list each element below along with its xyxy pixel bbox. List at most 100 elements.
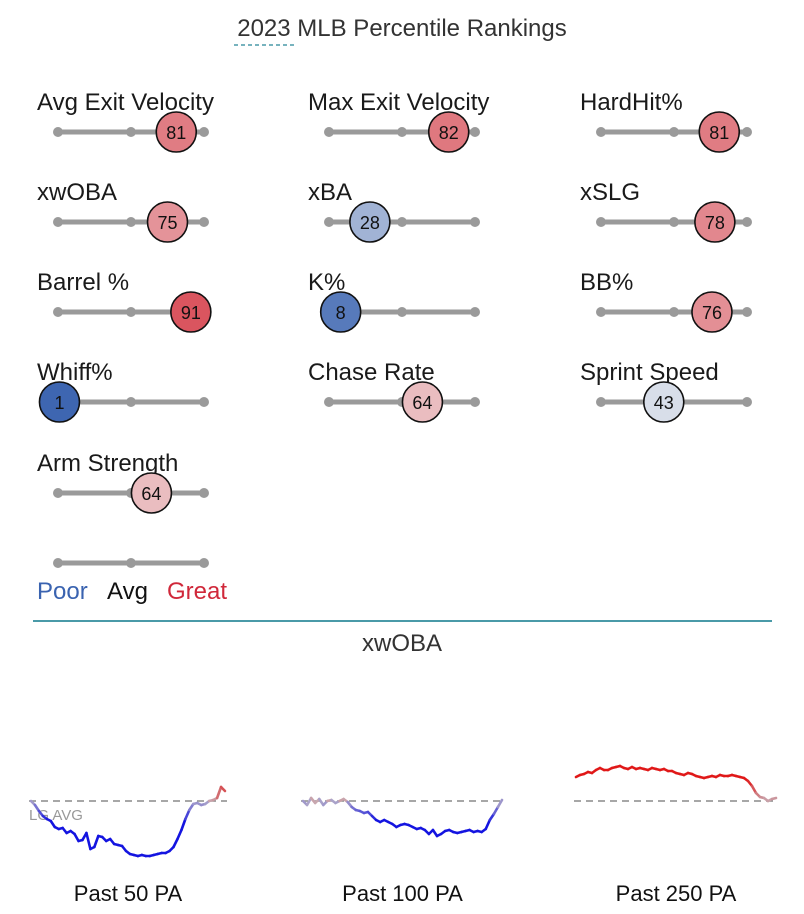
- track-dot: [199, 127, 209, 137]
- percentile-value: 78: [705, 213, 725, 233]
- metric-label: Barrel %: [37, 269, 129, 296]
- xwoba-segment: [215, 785, 223, 800]
- track-dot: [669, 127, 679, 137]
- legend-avg: Avg: [107, 578, 148, 605]
- rolling-chart-1: LG AVG Past 50 PA: [29, 785, 227, 906]
- track-dot: [596, 217, 606, 227]
- track-dot: [596, 127, 606, 137]
- metric-hardhit: HardHit% 81: [580, 89, 752, 153]
- chart-title: 2023 MLB Percentile Rankings: [237, 15, 567, 42]
- track-dot: [53, 217, 63, 227]
- track-dot: [669, 217, 679, 227]
- track-dot: [53, 307, 63, 317]
- track-dot: [53, 488, 63, 498]
- legend-dot-mid: [126, 558, 136, 568]
- track-dot: [470, 217, 480, 227]
- xwoba-segment: [85, 831, 92, 851]
- metric-label: xSLG: [580, 179, 640, 206]
- track-dot: [324, 127, 334, 137]
- track-dot: [596, 307, 606, 317]
- track-dot: [596, 397, 606, 407]
- track-dot: [742, 127, 752, 137]
- percentile-value: 76: [702, 303, 722, 323]
- track-dot: [397, 307, 407, 317]
- track-dot: [397, 217, 407, 227]
- percentile-value: 28: [360, 213, 380, 233]
- xwoba-segment: [219, 785, 227, 793]
- track-dot: [126, 397, 136, 407]
- legend-dot-high: [199, 558, 209, 568]
- xwoba-segment: [184, 808, 191, 821]
- percentile-value: 43: [654, 393, 674, 413]
- legend-dot-low: [53, 558, 63, 568]
- metric-label: xwOBA: [37, 179, 117, 206]
- legend: Poor Avg Great: [37, 558, 227, 605]
- percentile-value: 81: [709, 123, 729, 143]
- xwoba-segment: [492, 805, 500, 816]
- metric-barrel: Barrel % 91: [37, 269, 212, 333]
- track-dot: [470, 127, 480, 137]
- legend-poor: Poor: [37, 578, 88, 605]
- track-dot: [742, 307, 752, 317]
- metric-xwoba: xwOBA 75: [37, 179, 209, 243]
- percentile-value: 82: [439, 123, 459, 143]
- track-dot: [199, 397, 209, 407]
- percentile-marker: [694, 201, 736, 243]
- xwoba-segment: [770, 796, 778, 801]
- percentile-marker: [38, 381, 81, 423]
- rolling-charts: LG AVG Past 50 PA Past 100 PA Past 250 PA: [29, 764, 778, 906]
- xwoba-segment: [93, 834, 100, 849]
- track-dot: [742, 397, 752, 407]
- track-dot: [199, 488, 209, 498]
- rolling-chart-2: Past 100 PA: [301, 796, 504, 906]
- metric-max-exit-velocity: Max Exit Velocity 82: [308, 89, 489, 153]
- xwoba-segment: [496, 798, 504, 809]
- xwoba-segment: [180, 817, 187, 832]
- metric-label: Sprint Speed: [580, 359, 719, 386]
- metric-k: K%8: [308, 269, 480, 333]
- window-label: Past 250 PA: [616, 881, 737, 906]
- track-dot: [742, 217, 752, 227]
- metric-label: Chase Rate: [308, 359, 435, 386]
- percentile-value: 81: [166, 123, 186, 143]
- track-dot: [470, 307, 480, 317]
- percentile-marker: [349, 201, 391, 243]
- percentile-marker: [146, 201, 189, 243]
- track-dot: [126, 217, 136, 227]
- percentile-marker: [130, 472, 173, 514]
- metric-label: HardHit%: [580, 89, 683, 116]
- percentile-value: 1: [54, 393, 64, 413]
- legend-great: Great: [167, 578, 227, 605]
- metric-xba: xBA 28: [308, 179, 480, 243]
- track-dot: [126, 307, 136, 317]
- track-dot: [324, 397, 334, 407]
- metric-sprint-speed: Sprint Speed 43: [580, 359, 752, 423]
- track-dot: [470, 397, 480, 407]
- rolling-chart-3: Past 250 PA: [574, 764, 778, 906]
- xwoba-segment: [176, 828, 183, 841]
- percentile-marker: [427, 111, 470, 153]
- rolling-title: xwOBA: [362, 630, 442, 657]
- track-dot: [126, 127, 136, 137]
- xwoba-segment: [172, 837, 179, 849]
- league-average-label: LG AVG: [29, 807, 83, 824]
- window-label: Past 50 PA: [74, 881, 183, 906]
- metric-label: Avg Exit Velocity: [37, 89, 214, 116]
- metric-arm-strength: Arm Strength 64: [37, 450, 209, 514]
- metric-label: xBA: [308, 179, 352, 206]
- xwoba-segment: [73, 832, 80, 843]
- track-dot: [669, 307, 679, 317]
- xwoba-segment: [750, 784, 758, 795]
- track-dot: [199, 217, 209, 227]
- percentile-value: 75: [157, 213, 177, 233]
- window-label: Past 100 PA: [342, 881, 463, 906]
- percentile-marker: [401, 381, 444, 423]
- metric-avg-exit-velocity: Avg Exit Velocity 81: [37, 89, 214, 153]
- metric-bb: BB% 76: [580, 269, 752, 333]
- metric-label: Arm Strength: [37, 450, 178, 477]
- percentile-marker: [698, 111, 741, 153]
- percentile-value: 64: [141, 484, 161, 504]
- percentile-marker: [642, 381, 685, 423]
